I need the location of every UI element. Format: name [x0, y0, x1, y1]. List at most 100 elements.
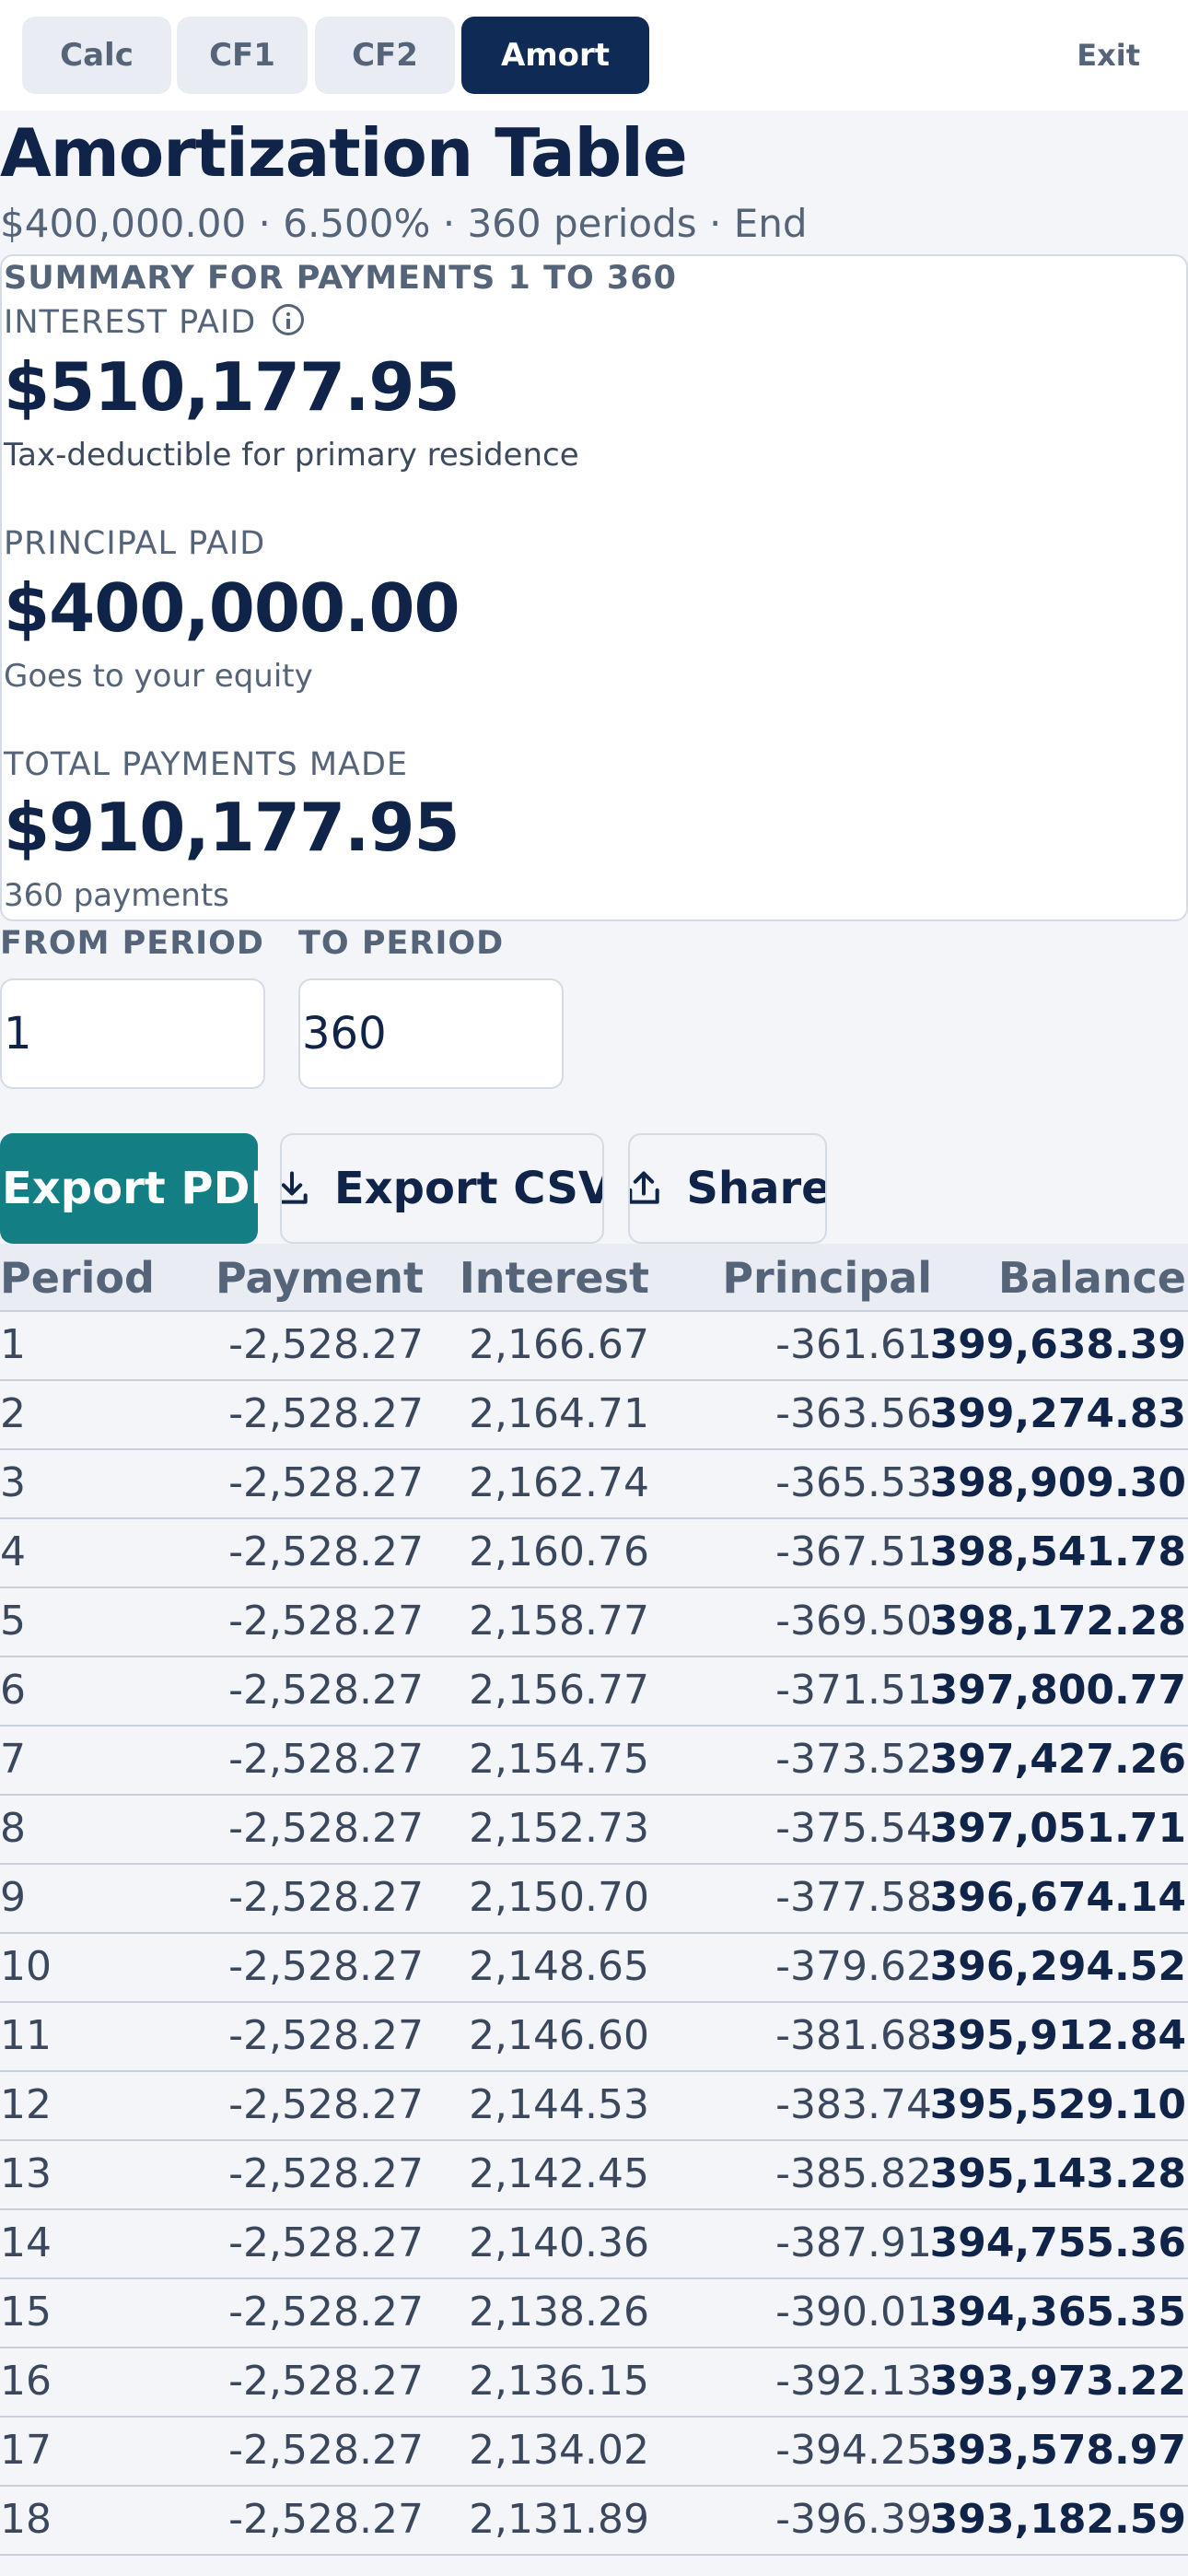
cell-principal: -371.51 [775, 1667, 932, 1714]
from-period-label: FROM PERIOD [0, 925, 264, 962]
col-header-period[interactable]: Period [0, 1253, 155, 1303]
table-row: 9 -2,528.27 2,150.70 -377.58 396,674.14 [0, 1865, 1188, 1934]
tab-cf1[interactable]: CF1 [177, 17, 308, 94]
cell-interest: 2,144.53 [469, 2081, 649, 2128]
cell-balance: 394,365.35 [929, 2289, 1186, 2336]
cell-principal: -387.91 [775, 2219, 932, 2266]
cell-payment: -2,528.27 [228, 2427, 424, 2474]
cell-interest: 2,131.89 [469, 2496, 649, 2543]
cell-period: 18 [0, 2496, 52, 2543]
total-payments-label: TOTAL PAYMENTS MADE [4, 746, 409, 783]
share-icon [630, 1171, 660, 1204]
cell-balance: 397,051.71 [929, 1805, 1186, 1852]
cell-balance: 399,274.83 [929, 1390, 1186, 1437]
exit-button[interactable]: Exit [1077, 17, 1140, 94]
cell-interest: 2,160.76 [469, 1528, 649, 1575]
cell-balance: 399,638.39 [929, 1321, 1186, 1368]
page-title: Amortization Table [0, 114, 688, 192]
cell-principal: -365.53 [775, 1459, 932, 1506]
cell-payment: -2,528.27 [228, 2081, 424, 2128]
cell-payment: -2,528.27 [228, 1390, 424, 1437]
cell-period: 12 [0, 2081, 52, 2128]
table-row: 1 -2,528.27 2,166.67 -361.61 399,638.39 [0, 1312, 1188, 1381]
cell-balance: 397,427.26 [929, 1736, 1186, 1783]
cell-period: 7 [0, 1736, 26, 1783]
table-row: 8 -2,528.27 2,152.73 -375.54 397,051.71 [0, 1796, 1188, 1865]
table-row: 12 -2,528.27 2,144.53 -383.74 395,529.10 [0, 2072, 1188, 2141]
info-icon[interactable] [273, 304, 305, 335]
cell-period: 3 [0, 1459, 26, 1506]
cell-interest: 2,138.26 [469, 2289, 649, 2336]
cell-interest: 2,142.45 [469, 2150, 649, 2197]
export-csv-button[interactable]: Export CSV [280, 1133, 604, 1244]
cell-balance: 395,912.84 [929, 2012, 1186, 2059]
col-header-principal[interactable]: Principal [722, 1253, 932, 1303]
tab-cf2[interactable]: CF2 [315, 17, 455, 94]
share-label: Share [686, 1163, 827, 1214]
cell-principal: -375.54 [775, 1805, 932, 1852]
cell-principal: -381.68 [775, 2012, 932, 2059]
cell-principal: -361.61 [775, 1321, 932, 1368]
cell-principal: -363.56 [775, 1390, 932, 1437]
loan-subtitle: $400,000.00 · 6.500% · 360 periods · End [0, 201, 808, 246]
interest-paid-value: $510,177.95 [4, 348, 460, 426]
cell-payment: -2,528.27 [228, 1874, 424, 1921]
table-row: 16 -2,528.27 2,136.15 -392.13 393,973.22 [0, 2348, 1188, 2418]
cell-balance: 398,172.28 [929, 1598, 1186, 1645]
cell-balance: 394,755.36 [929, 2219, 1186, 2266]
cell-period: 9 [0, 1874, 26, 1921]
cell-payment: -2,528.27 [228, 2358, 424, 2405]
principal-paid-value: $400,000.00 [4, 569, 460, 647]
top-tab-bar: Calc CF1 CF2 Amort Exit [0, 0, 1188, 111]
cell-payment: -2,528.27 [228, 1805, 424, 1852]
cell-payment: -2,528.27 [228, 1321, 424, 1368]
cell-balance: 393,578.97 [929, 2427, 1186, 2474]
interest-paid-label-row: INTEREST PAID [4, 304, 305, 341]
from-period-input[interactable] [0, 978, 265, 1089]
cell-period: 14 [0, 2219, 52, 2266]
export-pdf-button[interactable]: Export PDF [0, 1133, 258, 1244]
table-row: 17 -2,528.27 2,134.02 -394.25 393,578.97 [0, 2418, 1188, 2487]
summary-card: SUMMARY FOR PAYMENTS 1 TO 360 INTEREST P… [0, 254, 1188, 921]
col-header-balance[interactable]: Balance [997, 1253, 1186, 1303]
cell-principal: -369.50 [775, 1598, 932, 1645]
cell-interest: 2,152.73 [469, 1805, 649, 1852]
cell-payment: -2,528.27 [228, 2289, 424, 2336]
cell-period: 10 [0, 1943, 52, 1990]
principal-paid-note: Goes to your equity [4, 658, 313, 695]
cell-balance: 398,541.78 [929, 1528, 1186, 1575]
cell-interest: 2,140.36 [469, 2219, 649, 2266]
cell-interest: 2,136.15 [469, 2358, 649, 2405]
cell-period: 16 [0, 2358, 52, 2405]
cell-balance: 398,909.30 [929, 1459, 1186, 1506]
summary-heading: SUMMARY FOR PAYMENTS 1 TO 360 [4, 260, 677, 297]
table-row: 18 -2,528.27 2,131.89 -396.39 393,182.59 [0, 2487, 1188, 2556]
cell-period: 6 [0, 1667, 26, 1714]
cell-payment: -2,528.27 [228, 1943, 424, 1990]
cell-balance: 397,800.77 [929, 1667, 1186, 1714]
cell-interest: 2,156.77 [469, 1667, 649, 1714]
cell-principal: -383.74 [775, 2081, 932, 2128]
download-icon [282, 1171, 308, 1204]
cell-principal: -385.82 [775, 2150, 932, 2197]
share-button[interactable]: Share [628, 1133, 827, 1244]
tab-calc[interactable]: Calc [22, 17, 171, 94]
table-row: 6 -2,528.27 2,156.77 -371.51 397,800.77 [0, 1657, 1188, 1727]
to-period-input[interactable] [298, 978, 564, 1089]
cell-interest: 2,150.70 [469, 1874, 649, 1921]
tab-amort[interactable]: Amort [461, 17, 649, 94]
principal-paid-label: PRINCIPAL PAID [4, 525, 266, 562]
cell-payment: -2,528.27 [228, 2150, 424, 2197]
table-row: 13 -2,528.27 2,142.45 -385.82 395,143.28 [0, 2141, 1188, 2210]
cell-interest: 2,154.75 [469, 1736, 649, 1783]
cell-payment: -2,528.27 [228, 2219, 424, 2266]
cell-period: 17 [0, 2427, 52, 2474]
cell-principal: -379.62 [775, 1943, 932, 1990]
cell-balance: 395,529.10 [929, 2081, 1186, 2128]
cell-balance: 396,294.52 [929, 1943, 1186, 1990]
cell-balance: 396,674.14 [929, 1874, 1186, 1921]
col-header-payment[interactable]: Payment [215, 1253, 424, 1303]
export-csv-label: Export CSV [333, 1163, 604, 1214]
amortization-table-body[interactable]: 1 -2,528.27 2,166.67 -361.61 399,638.39 2 -2,5… [0, 1312, 1188, 2576]
col-header-interest[interactable]: Interest [459, 1253, 649, 1303]
